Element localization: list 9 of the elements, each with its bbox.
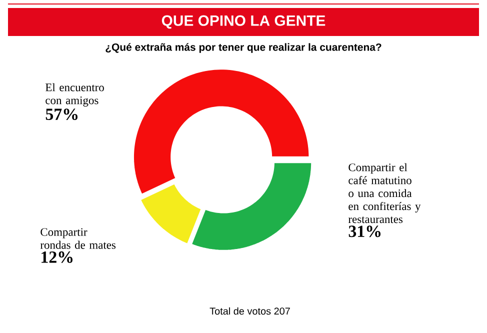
chart-subtitle: ¿Qué extraña más por tener que realizar la cuarentena?: [106, 43, 382, 53]
text: Total de votos 207: [210, 307, 290, 315]
slice-label: El encuentro con amigos: [46, 83, 104, 107]
slice-label: Compartir el café matutino o una comida en confiterías y restaurantes: [348, 163, 421, 224]
slice-label: Compartir rondas de mates: [40, 228, 116, 249]
data-label: 31%: [348, 226, 380, 238]
data-label: 12%: [42, 251, 72, 263]
chart-title: QUE OPINO LA GENTE: [162, 15, 326, 29]
data-label: 57%: [46, 108, 78, 120]
